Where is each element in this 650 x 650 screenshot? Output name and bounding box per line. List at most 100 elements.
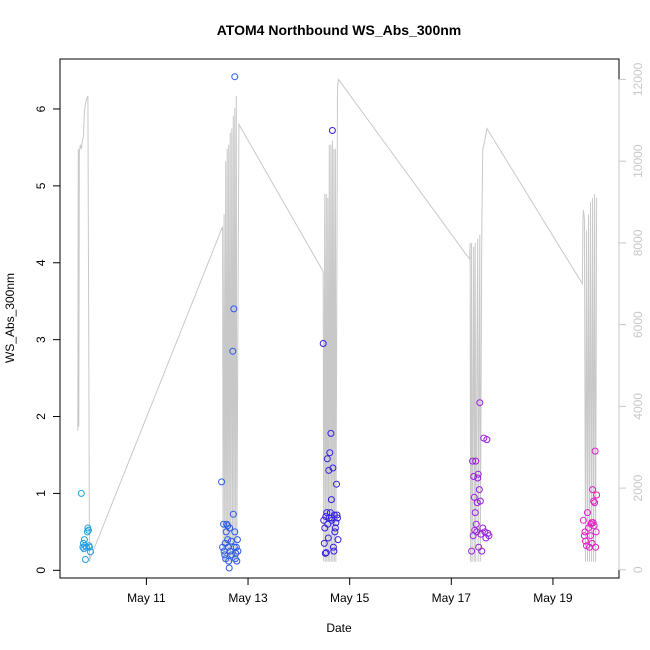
data-point — [475, 486, 483, 494]
data-point — [591, 499, 599, 507]
data-point — [230, 305, 238, 313]
data-point — [589, 519, 597, 527]
data-point — [225, 564, 233, 572]
data-point — [229, 347, 237, 355]
data-point — [324, 534, 332, 542]
y-tick-label: 2 — [34, 413, 48, 420]
data-point — [330, 547, 338, 555]
data-point — [80, 536, 88, 544]
x-tick-label: May 15 — [330, 591, 370, 605]
data-point — [229, 510, 237, 518]
chart-title: ATOM4 Northbound WS_Abs_300nm — [217, 22, 462, 38]
data-point — [320, 539, 328, 547]
data-point — [476, 497, 484, 505]
data-point — [327, 496, 335, 504]
x-tick-label: May 13 — [228, 591, 268, 605]
data-point — [220, 520, 228, 528]
y2-axis-right: 0 2000 4000 6000 8000 10000 12000 — [618, 62, 645, 573]
data-point — [471, 509, 479, 517]
data-point — [593, 491, 601, 499]
data-point — [470, 493, 478, 501]
data-point — [588, 539, 596, 547]
data-point — [477, 530, 485, 538]
y2-tick-label: 8000 — [631, 229, 645, 256]
data-point — [469, 457, 477, 465]
x-tick-label: May 19 — [533, 591, 573, 605]
data-point — [87, 548, 94, 556]
y2-tick-label: 0 — [631, 566, 645, 573]
data-point — [218, 478, 226, 486]
data-point — [591, 447, 599, 455]
data-point — [234, 547, 242, 555]
plot-frame — [59, 58, 620, 579]
y-tick-label: 3 — [34, 336, 48, 343]
x-axis: May 11 May 13 May 15 May 17 May 19 — [127, 577, 573, 605]
data-point — [85, 526, 92, 534]
data-point — [472, 520, 480, 528]
data-point — [224, 522, 232, 530]
data-point — [225, 557, 233, 565]
data-point — [324, 520, 332, 528]
data-point — [468, 547, 476, 555]
data-point — [582, 537, 589, 545]
data-point — [230, 543, 238, 551]
data-point — [479, 524, 487, 532]
data-point — [328, 127, 336, 134]
y-tick-label: 0 — [34, 567, 48, 574]
data-point — [222, 528, 230, 536]
x-tick-label: May 17 — [432, 591, 472, 605]
data-point — [476, 399, 484, 407]
data-point — [478, 547, 486, 555]
data-point — [327, 514, 335, 522]
y-axis-label: WS_Abs_300nm — [3, 273, 17, 363]
gray-line-layer — [77, 78, 598, 562]
data-point — [472, 457, 480, 465]
data-point — [319, 340, 327, 347]
data-point — [81, 542, 89, 550]
data-point — [329, 464, 337, 472]
y-tick-label: 6 — [34, 105, 48, 112]
x-tick-label: May 11 — [127, 591, 166, 605]
data-point — [581, 528, 589, 536]
data-point — [81, 556, 89, 563]
data-point — [232, 543, 240, 551]
data-point — [231, 73, 239, 81]
data-point — [83, 528, 91, 536]
data-point — [231, 528, 239, 536]
data-point — [590, 522, 598, 530]
data-point — [86, 543, 93, 551]
data-point — [334, 536, 342, 544]
data-point — [224, 536, 232, 544]
data-point — [579, 516, 587, 524]
data-point — [329, 543, 337, 551]
data-point — [587, 532, 594, 540]
x-axis-label: Date — [326, 621, 352, 635]
y-tick-label: 4 — [34, 259, 48, 266]
y-tick-label: 1 — [34, 490, 48, 497]
data-point — [333, 511, 341, 519]
y-axis: 0 1 2 3 4 5 6 — [34, 105, 61, 574]
data-point — [326, 449, 334, 457]
data-point — [77, 489, 85, 497]
data-point — [233, 557, 241, 565]
data-point — [322, 549, 330, 557]
data-point — [226, 524, 234, 532]
points-layer — [77, 73, 601, 572]
y2-tick-label: 10000 — [631, 144, 645, 178]
data-point — [221, 551, 229, 559]
data-point — [483, 436, 491, 444]
y2-tick-label: 6000 — [631, 311, 645, 338]
data-point — [584, 509, 591, 517]
data-point — [331, 524, 339, 532]
data-point — [321, 549, 329, 557]
data-point — [332, 519, 340, 527]
data-point — [589, 486, 597, 494]
data-point — [590, 497, 598, 505]
y-tick-label: 5 — [34, 182, 48, 189]
data-point — [473, 528, 481, 536]
data-point — [474, 470, 482, 478]
data-point — [323, 455, 331, 463]
data-point — [233, 536, 241, 544]
y2-tick-label: 12000 — [631, 62, 645, 96]
